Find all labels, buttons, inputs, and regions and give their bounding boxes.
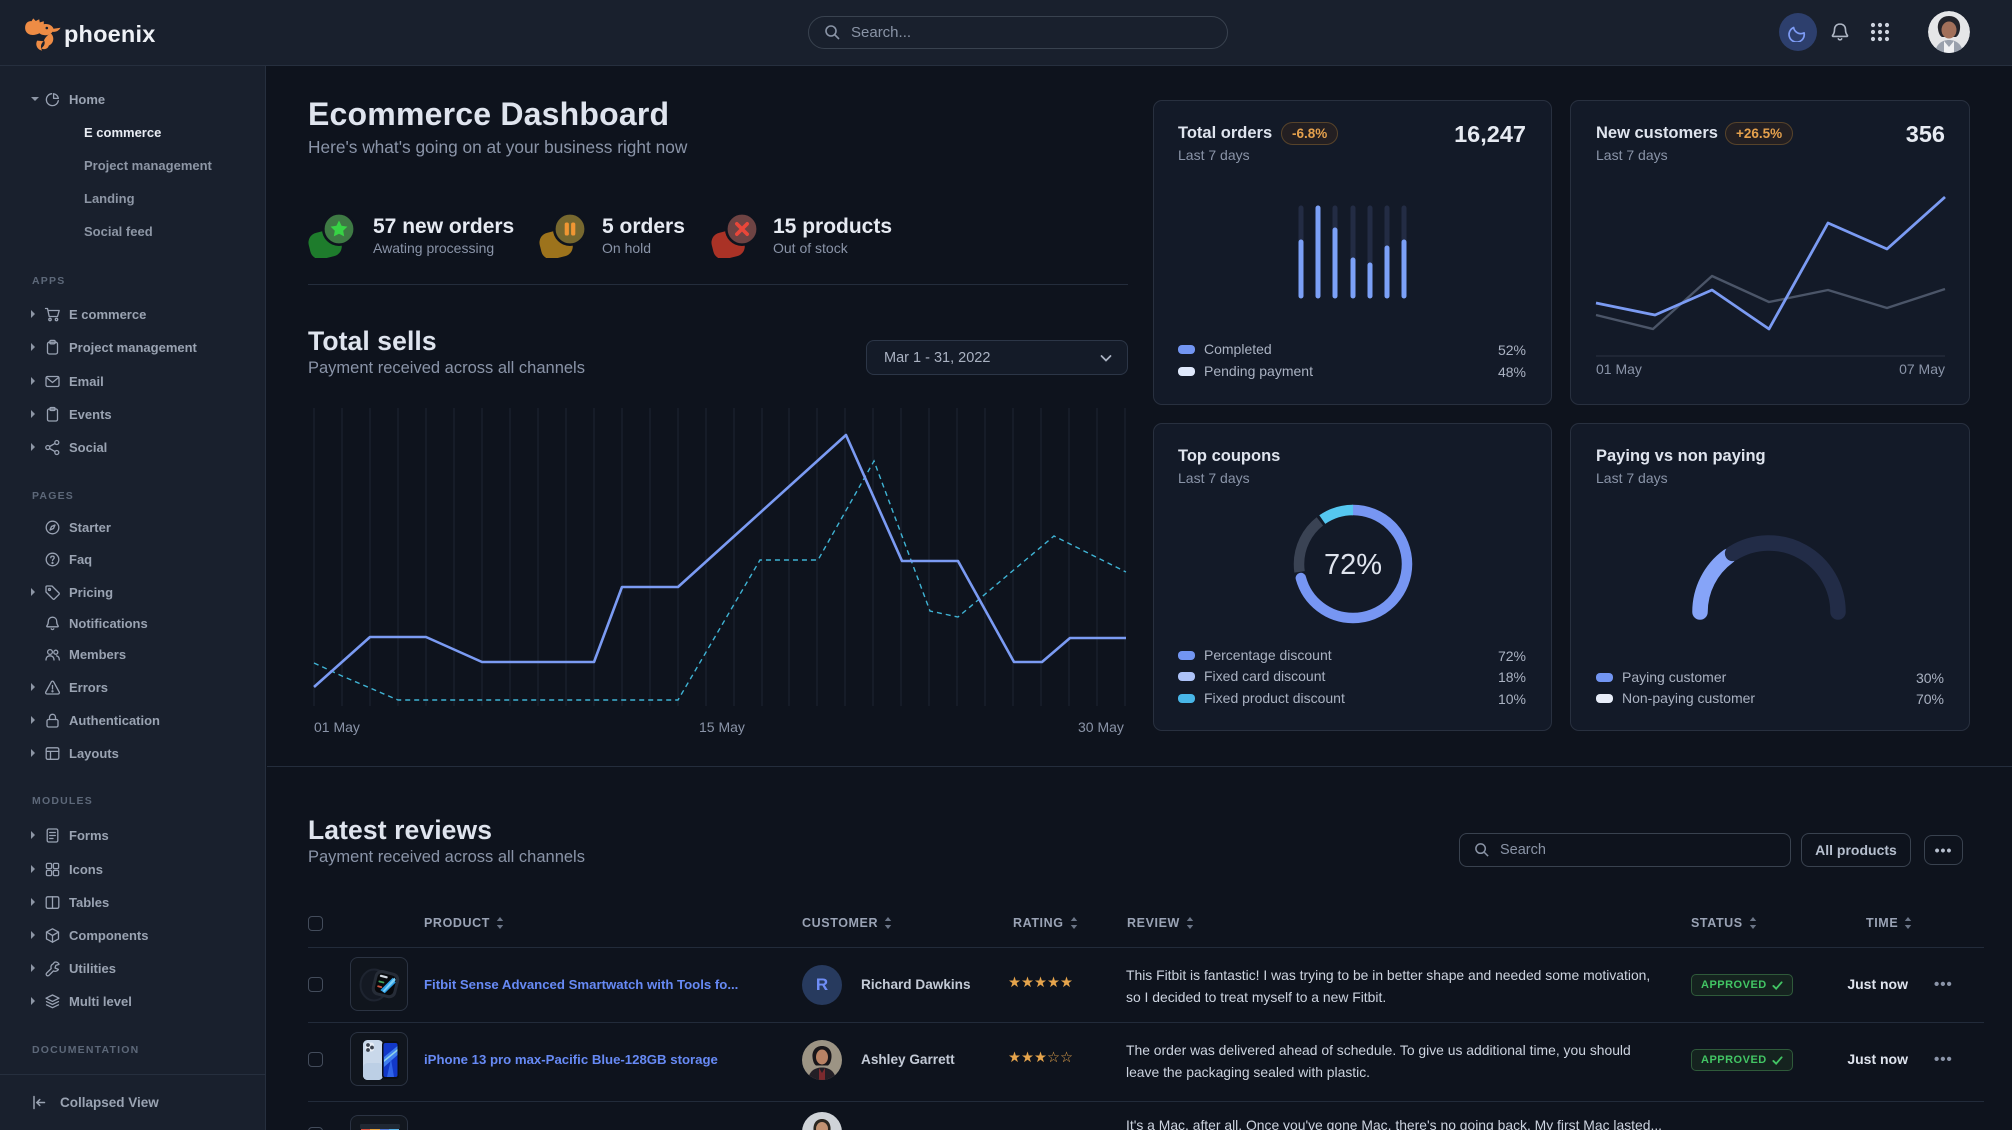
svg-text:72%: 72% [1324, 549, 1382, 581]
